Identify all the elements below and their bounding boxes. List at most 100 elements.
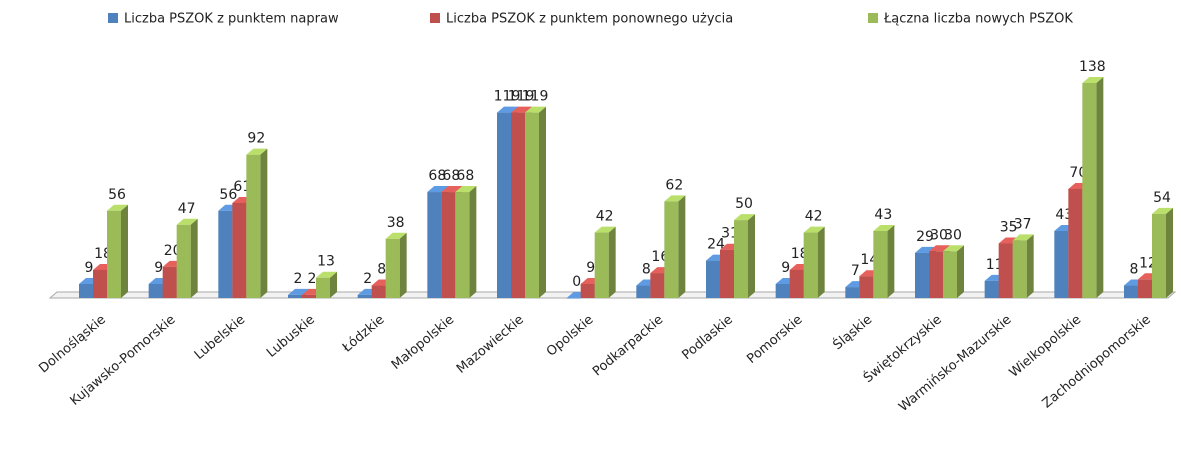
bar	[873, 231, 888, 298]
bar	[580, 283, 595, 298]
bar	[288, 294, 302, 298]
bar	[497, 112, 511, 299]
bar	[427, 192, 442, 298]
value-label: 54	[1153, 190, 1171, 206]
legend-label: Łączna liczba nowych PSZOK	[883, 12, 1073, 27]
bar-side	[121, 204, 128, 298]
value-label: 35	[1000, 219, 1018, 235]
bar	[176, 224, 191, 298]
bar-top	[385, 232, 407, 239]
bar	[1012, 240, 1027, 298]
value-label: 9	[154, 260, 163, 276]
bar-top	[734, 214, 755, 221]
value-label: 8	[377, 262, 386, 278]
value-label: 38	[387, 215, 405, 231]
legend-label: Liczba PSZOK z punktem ponownego użycia	[446, 12, 733, 27]
x-tick-label: Mazowieckie	[454, 312, 527, 377]
bar-side	[1166, 207, 1173, 298]
x-tick-label: Lubelskie	[192, 312, 248, 363]
bar	[525, 112, 539, 299]
legend-label: Liczba PSZOK z punktem napraw	[124, 12, 339, 27]
value-label: 37	[1014, 216, 1032, 232]
value-label: 8	[642, 262, 651, 278]
bar	[1068, 188, 1083, 298]
value-label: 68	[428, 168, 446, 184]
bar	[1124, 285, 1138, 298]
value-label: 2	[294, 271, 303, 287]
bar	[1152, 213, 1166, 298]
value-label: 30	[944, 227, 962, 243]
bar-side	[539, 106, 546, 299]
value-label: 24	[707, 237, 725, 253]
value-label: 68	[456, 168, 474, 184]
legend-swatch	[868, 13, 878, 23]
bar-top	[873, 225, 895, 232]
x-tick-label: Małopolskie	[389, 312, 457, 373]
bar	[789, 269, 804, 298]
x-tick-label: Podkarpackie	[590, 312, 666, 379]
value-label: 50	[735, 196, 753, 212]
bar	[775, 283, 790, 298]
bar	[803, 232, 818, 298]
value-label: 47	[178, 201, 196, 217]
bar	[316, 277, 330, 298]
bar-top	[316, 271, 337, 278]
bar-side	[260, 148, 268, 298]
bar-top	[1082, 77, 1104, 83]
value-label: 43	[874, 207, 892, 223]
bar	[107, 210, 121, 298]
value-label: 68	[442, 168, 460, 184]
value-label: 29	[916, 229, 934, 245]
bar-side	[608, 226, 616, 298]
bar	[441, 192, 456, 298]
bar	[232, 202, 247, 298]
value-label: 42	[805, 209, 823, 225]
bar	[385, 238, 400, 298]
bar	[664, 201, 679, 298]
bar-side	[678, 195, 686, 298]
value-label: 30	[930, 227, 948, 243]
bar-top	[246, 148, 268, 155]
bar-top	[176, 218, 198, 225]
bar	[943, 251, 957, 298]
bar	[1138, 279, 1152, 298]
value-label: 2	[363, 271, 372, 287]
value-label: 119	[508, 89, 535, 105]
value-label: 56	[219, 187, 237, 203]
value-label: 9	[85, 260, 94, 276]
bar-top	[1152, 207, 1173, 214]
bar-side	[1096, 77, 1104, 298]
bar-side	[817, 226, 825, 298]
bar	[998, 243, 1013, 298]
value-label: 42	[596, 209, 614, 225]
x-tick-label: Dolnośląskie	[36, 312, 108, 376]
bar-side	[1026, 234, 1034, 298]
bar	[915, 252, 929, 298]
bar	[594, 232, 609, 298]
bar	[650, 273, 665, 298]
bar	[511, 112, 525, 299]
value-label: 13	[317, 254, 335, 270]
legend-swatch	[430, 13, 440, 23]
value-label: 62	[665, 177, 683, 193]
x-tick-label: Łódzkie	[339, 312, 387, 356]
bar-top	[1012, 234, 1034, 241]
bar-top	[664, 195, 686, 202]
x-tick-label: Podlaskie	[679, 312, 735, 363]
bar-top	[107, 204, 128, 211]
value-label: 2	[308, 271, 317, 287]
value-label: 7	[851, 263, 860, 279]
value-label: 9	[586, 260, 595, 276]
bar	[357, 294, 372, 298]
bar	[984, 280, 999, 298]
bar	[734, 220, 748, 298]
x-tick-label: Pomorskie	[744, 312, 805, 367]
bar	[845, 287, 860, 298]
bar-side	[957, 245, 964, 298]
bar-side	[330, 271, 337, 298]
bar-side	[469, 186, 477, 298]
legend-swatch	[108, 13, 118, 23]
value-label: 8	[1130, 262, 1139, 278]
bar	[1054, 231, 1069, 298]
